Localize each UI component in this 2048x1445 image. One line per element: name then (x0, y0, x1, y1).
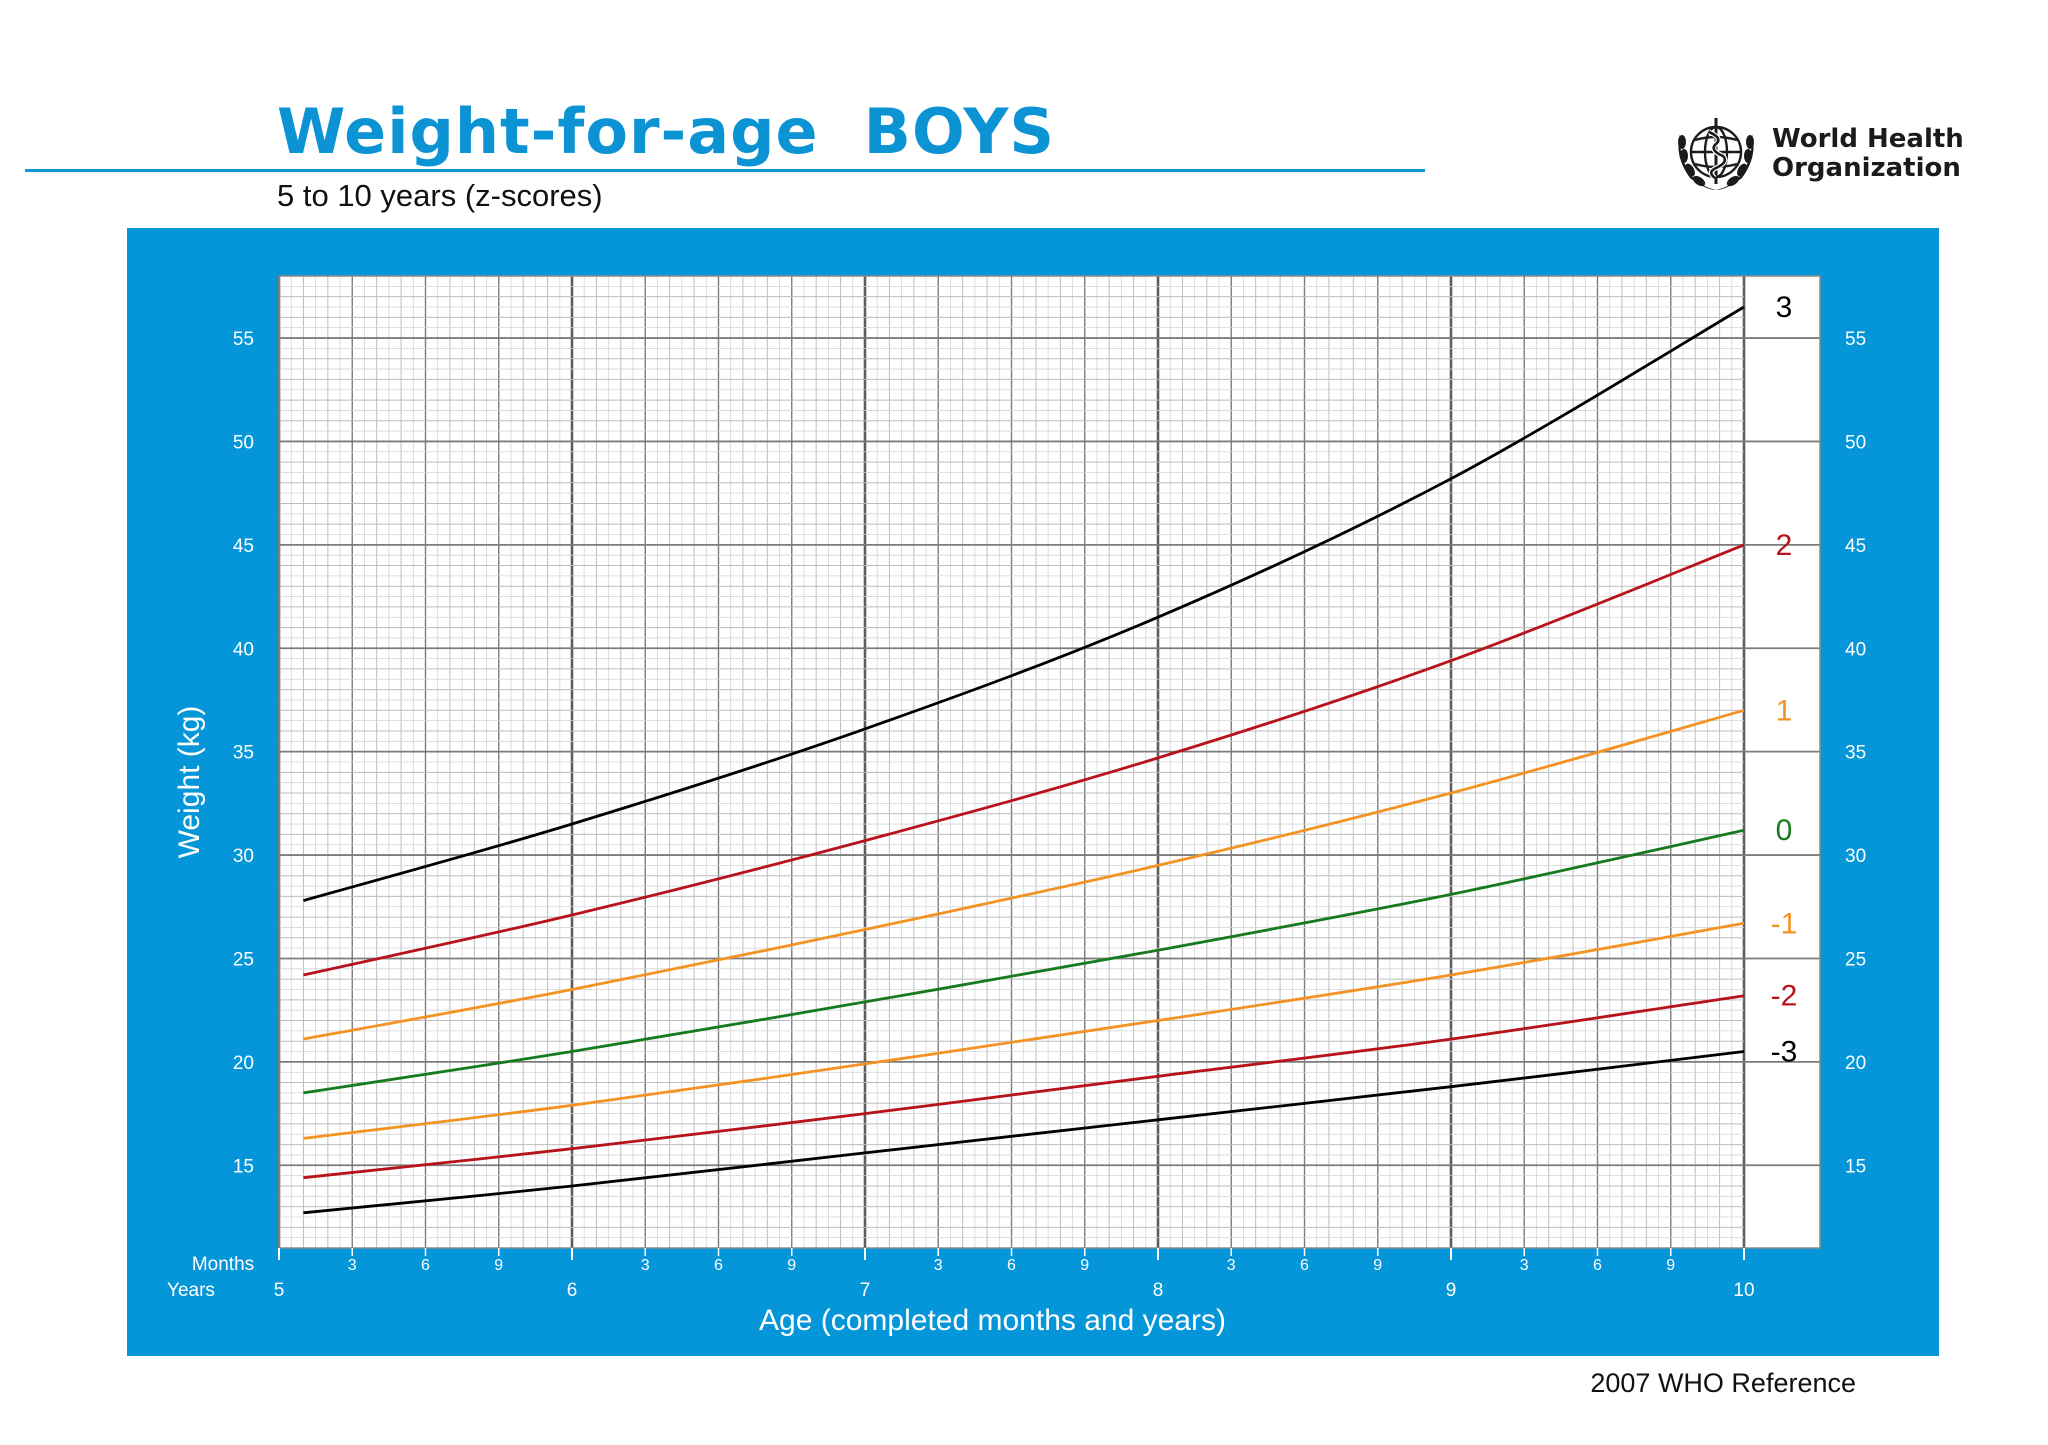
y-tick-label-right: 50 (1845, 432, 1866, 453)
series-line-sd0 (303, 828, 1745, 1095)
series-line-sd-3 (303, 1050, 1745, 1215)
y-tick-label-right: 35 (1845, 743, 1866, 764)
series-line-sd1 (303, 708, 1745, 1041)
y-tick-label-left: 35 (233, 743, 254, 764)
y-tick-label-right: 45 (1845, 536, 1866, 557)
x-year-tick-label: 5 (274, 1280, 285, 1301)
y-tick-label-right: 15 (1845, 1156, 1866, 1177)
x-month-tick-label: 3 (1520, 1257, 1529, 1274)
x-year-tick-label: 8 (1153, 1280, 1164, 1301)
chart-subtitle: 5 to 10 years (z-scores) (277, 178, 603, 213)
title-underline (25, 169, 1425, 172)
series-label-sd1: 1 (1776, 694, 1793, 727)
y-tick-label-left: 50 (233, 432, 254, 453)
y-tick-label-left: 30 (233, 846, 254, 867)
series-label-sd-2: -2 (1771, 980, 1798, 1013)
y-tick-label-left: 20 (233, 1053, 254, 1074)
x-month-tick-label: 3 (348, 1257, 357, 1274)
y-tick-label-right: 30 (1845, 846, 1866, 867)
series-line-sd3 (303, 305, 1745, 902)
x-month-tick-label: 3 (934, 1257, 943, 1274)
x-month-tick-label: 9 (1666, 1257, 1675, 1274)
y-tick-label-left: 15 (233, 1156, 254, 1177)
x-years-row-label: Years (167, 1280, 215, 1301)
x-month-tick-label: 6 (421, 1257, 430, 1274)
x-year-tick-label: 10 (1733, 1280, 1754, 1301)
x-month-tick-label: 9 (1373, 1257, 1382, 1274)
y-tick-label-left: 25 (233, 949, 254, 970)
x-month-tick-label: 6 (1007, 1257, 1016, 1274)
series-line-sd-1 (303, 921, 1745, 1140)
y-tick-label-right: 20 (1845, 1053, 1866, 1074)
chart-panel: 15 15 20 20 25 25 30 30 35 35 40 40 45 45 50 50 55 55 3 6 9 3… (127, 228, 1939, 1356)
org-name-line2: Organization (1772, 153, 1961, 183)
series-line-sd2 (303, 543, 1745, 977)
who-emblem-icon (1678, 118, 1754, 190)
y-tick-label-left: 45 (233, 536, 254, 557)
y-tick-label-left: 55 (233, 329, 254, 350)
x-month-tick-label: 3 (641, 1257, 650, 1274)
chart-title: Weight-for-age BOYS (277, 95, 1055, 168)
x-month-tick-label: 6 (1300, 1257, 1309, 1274)
x-year-tick-label: 6 (567, 1280, 578, 1301)
series-label-sd-3: -3 (1771, 1036, 1798, 1069)
y-tick-label-right: 55 (1845, 329, 1866, 350)
reference-note: 2007 WHO Reference (1590, 1368, 1856, 1398)
series-label-sd3: 3 (1776, 291, 1793, 324)
y-tick-label-right: 40 (1845, 639, 1866, 660)
plot-border (278, 275, 1821, 1249)
y-tick-label-right: 25 (1845, 949, 1866, 970)
x-year-tick-label: 9 (1446, 1280, 1457, 1301)
x-month-tick-label: 3 (1227, 1257, 1236, 1274)
series-label-sd2: 2 (1776, 529, 1793, 562)
x-axis-title: Age (completed months and years) (759, 1304, 1226, 1337)
who-logo: World Health Organization (1671, 112, 1964, 196)
x-month-tick-label: 9 (1080, 1257, 1089, 1274)
series-line-sd-2 (303, 994, 1745, 1180)
x-month-tick-label: 9 (787, 1257, 796, 1274)
x-month-tick-label: 9 (494, 1257, 503, 1274)
x-month-tick-label: 6 (714, 1257, 723, 1274)
org-name-line1: World Health (1772, 124, 1964, 154)
x-month-tick-label: 6 (1593, 1257, 1602, 1274)
x-year-tick-label: 7 (860, 1280, 871, 1301)
org-name: World Health Organization (1772, 124, 1964, 183)
x-months-row-label: Months (192, 1254, 254, 1275)
series-label-sd0: 0 (1776, 814, 1793, 847)
series-label-sd-1: -1 (1771, 907, 1798, 940)
y-tick-label-left: 40 (233, 639, 254, 660)
y-axis-title: Weight (kg) (173, 706, 206, 859)
